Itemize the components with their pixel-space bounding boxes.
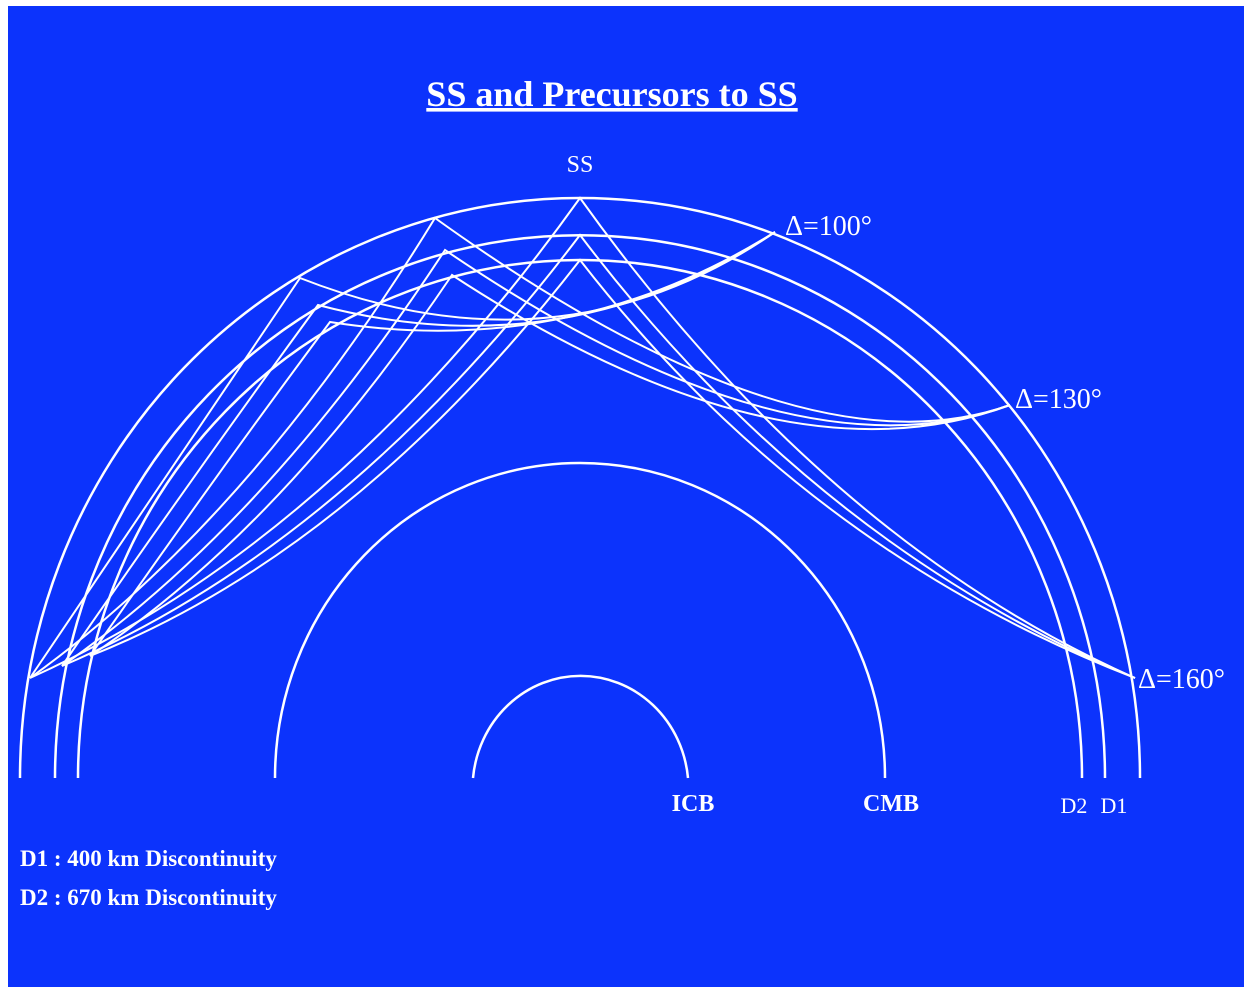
- background: [8, 6, 1244, 987]
- legend-d2: D2 : 670 km Discontinuity: [20, 885, 277, 910]
- d1-label: D1: [1101, 793, 1128, 818]
- d2-label: D2: [1061, 793, 1088, 818]
- cmb-label: CMB: [863, 791, 919, 817]
- delta-160-label: Δ=160°: [1138, 664, 1225, 695]
- delta-100-label: Δ=100°: [785, 211, 872, 242]
- diagram: SS and Precursors to SS SS Δ=100° Δ=130°…: [0, 0, 1244, 987]
- legend-d1: D1 : 400 km Discontinuity: [20, 846, 277, 871]
- delta-130-label: Δ=130°: [1015, 384, 1102, 415]
- title: SS and Precursors to SS: [426, 74, 797, 114]
- icb-label: ICB: [672, 791, 715, 817]
- ss-label: SS: [567, 152, 594, 178]
